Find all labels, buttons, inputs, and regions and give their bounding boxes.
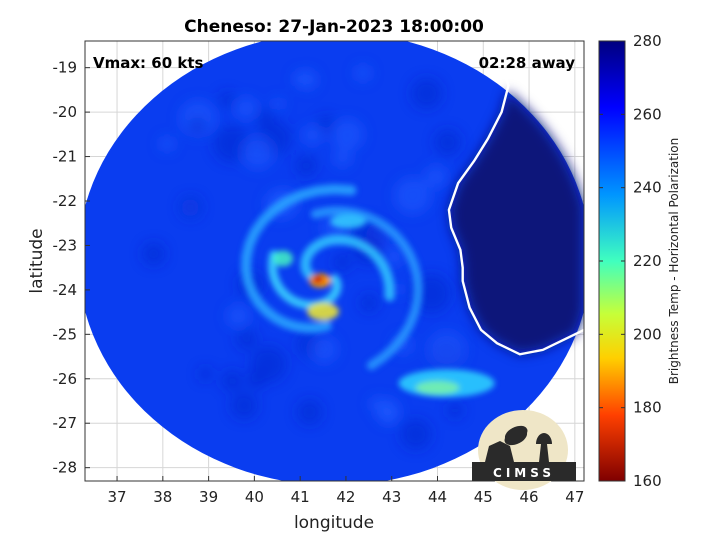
y-tick-label: -25 [53,325,78,343]
texture-blob [434,129,461,156]
cimss-logo: CIMSS [472,410,576,490]
x-tick-label: 41 [291,488,310,506]
x-tick-label: 45 [474,488,493,506]
time-away-label: 02:28 away [479,54,576,72]
texture-blob [236,328,258,350]
texture-blob [310,335,338,364]
x-tick-label: 44 [428,488,447,506]
texture-blob [142,242,166,266]
colorbar-tick-label: 240 [633,179,662,197]
texture-blob [198,367,213,381]
texture-blob [159,136,175,152]
rain-band [310,206,423,370]
colorbar-tick-label: 220 [633,252,662,270]
y-tick-label: -22 [53,192,78,210]
x-tick-label: 37 [107,488,126,506]
x-tick-label: 38 [153,488,172,506]
texture-blob [383,246,405,268]
south-band-core [415,380,460,395]
colorbar-ticks: 280 260 240 220 200 180 160 [599,32,662,490]
x-tick-label: 39 [199,488,218,506]
texture-blob [179,195,202,219]
rain-band [300,234,395,302]
chart-title: Cheneso: 27-Jan-2023 18:00:00 [184,17,484,37]
logo-text: CIMSS [493,466,555,480]
axes-box [84,40,585,482]
texture-blob [354,64,372,82]
texture-blob [293,70,309,87]
colorbar-tick-label: 160 [633,472,662,490]
y-tick-label: -21 [53,148,78,166]
texture-blob [400,418,432,450]
colorbar-tick-label: 260 [633,105,662,123]
texture-blob [316,114,336,134]
y-tick-label: -23 [53,236,78,254]
colorbar [598,40,626,482]
texture-blob [411,77,443,109]
colorbar-tick-label: 180 [633,399,662,417]
y-tick-label: -19 [53,59,78,77]
x-axis: 37 38 39 40 41 42 43 44 45 46 47 [107,476,584,506]
texture-blob [447,402,463,419]
y-tick-label: -28 [53,459,78,477]
vmax-label: Vmax: 60 kts [93,54,203,72]
texture-blob [424,165,448,189]
warm-core-center [312,275,325,284]
texture-blob [393,177,431,215]
band-patch [330,214,367,229]
y-tick-label: -27 [53,414,78,432]
texture-blob [218,91,236,108]
texture-blob [369,396,384,411]
texture-blob [234,96,258,121]
y-tick-label: -20 [53,103,78,121]
texture-blob [250,345,287,383]
colorbar-label: Brightness Temp - Horizontal Polarizatio… [667,138,681,385]
y-tick-label: -24 [53,281,78,299]
colorbar-tick-label: 200 [633,325,662,343]
band-patch [273,250,294,267]
rain-bands [240,184,495,398]
texture-blob [331,118,364,151]
texture-blob [360,293,379,313]
texture-blob [332,253,352,272]
y-axis: -19 -20 -21 -22 -23 -24 -25 -26 -27 -28 [53,59,90,477]
texture-blob [295,154,318,177]
swath [85,41,584,481]
logo-silhouette [472,425,576,481]
warm-band-south [307,302,340,321]
texture-blob [296,399,323,425]
x-tick-label: 40 [245,488,264,506]
texture-blob [226,304,251,329]
texture-blob [188,116,207,135]
y-tick-label: -26 [53,370,78,388]
texture-blob [271,97,285,111]
texture-blob [427,331,466,369]
texture-blob [221,370,243,392]
texture-blob [240,135,275,170]
rain-band [240,184,357,334]
x-tick-label: 46 [520,488,539,506]
x-tick-label: 42 [336,488,355,506]
texture-blob [230,391,258,420]
texture-blob [302,124,323,146]
x-tick-label: 43 [382,488,401,506]
colorbar-tick-label: 280 [633,32,662,50]
y-axis-label: latitude [27,228,47,293]
x-axis-label: longitude [294,513,374,533]
texture-blob [333,148,352,168]
x-tick-label: 47 [565,488,584,506]
coastline [447,41,584,356]
